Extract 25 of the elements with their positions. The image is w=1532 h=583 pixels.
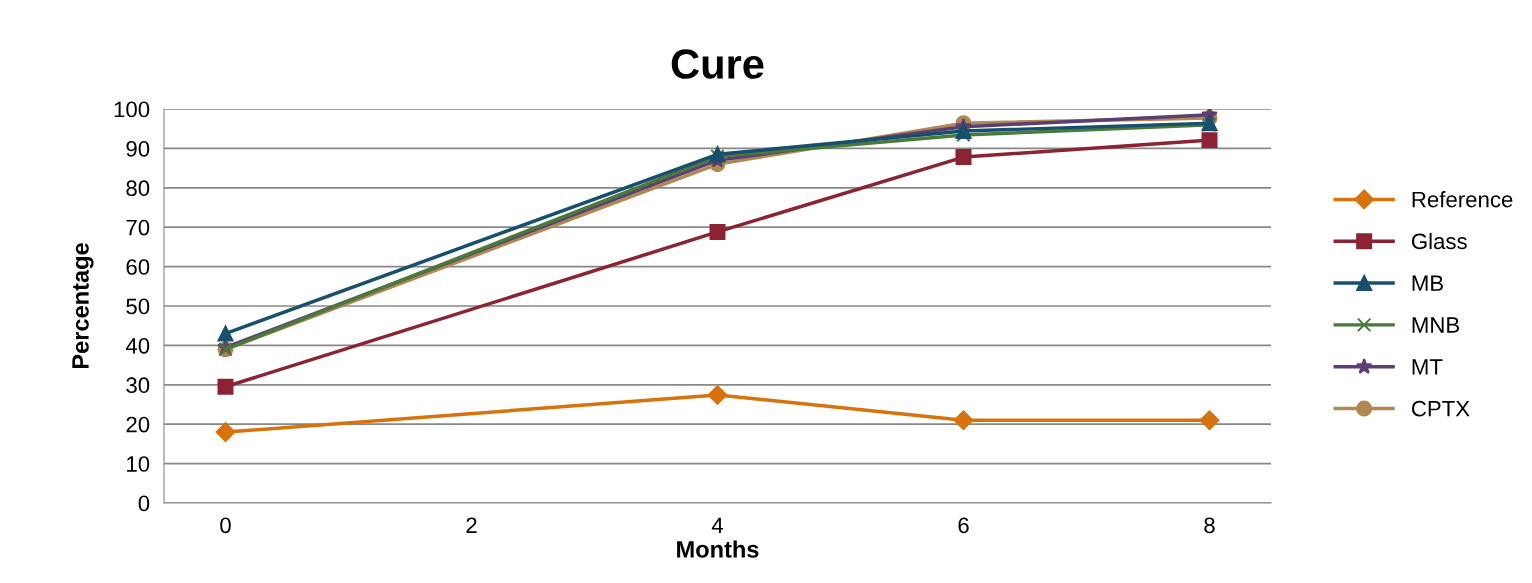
x-tick-label: 4 <box>711 517 724 533</box>
y-tick-label: 60 <box>126 259 150 275</box>
legend-label: Glass <box>1411 232 1467 250</box>
legend-label: CPTX <box>1411 400 1470 417</box>
x-tick-label: 8 <box>1204 517 1215 534</box>
chart-title: Cure <box>671 49 764 79</box>
legend-label: Reference <box>1412 191 1513 208</box>
legend-label: MB <box>1412 275 1443 291</box>
y-tick-label: 40 <box>125 337 150 354</box>
x-axis-title: Months <box>677 540 759 558</box>
x-tick-label: 0 <box>220 517 231 534</box>
y-tick-label: 0 <box>138 495 150 512</box>
y-tick-label: 90 <box>126 140 150 157</box>
y-tick-label: 70 <box>126 219 150 236</box>
legend-label: MT <box>1412 359 1443 375</box>
y-tick-label: 80 <box>126 180 150 197</box>
x-tick-label: 6 <box>958 517 969 534</box>
legend-label: MNB <box>1412 317 1460 333</box>
x-tick-label: 2 <box>466 517 477 533</box>
y-tick-label: 100 <box>114 101 150 118</box>
y-tick-label: 10 <box>127 456 150 472</box>
y-tick-label: 20 <box>126 416 150 433</box>
y-tick-label: 50 <box>126 298 150 315</box>
y-axis-title: Percentage <box>72 243 94 369</box>
y-tick-label: 30 <box>126 377 150 394</box>
